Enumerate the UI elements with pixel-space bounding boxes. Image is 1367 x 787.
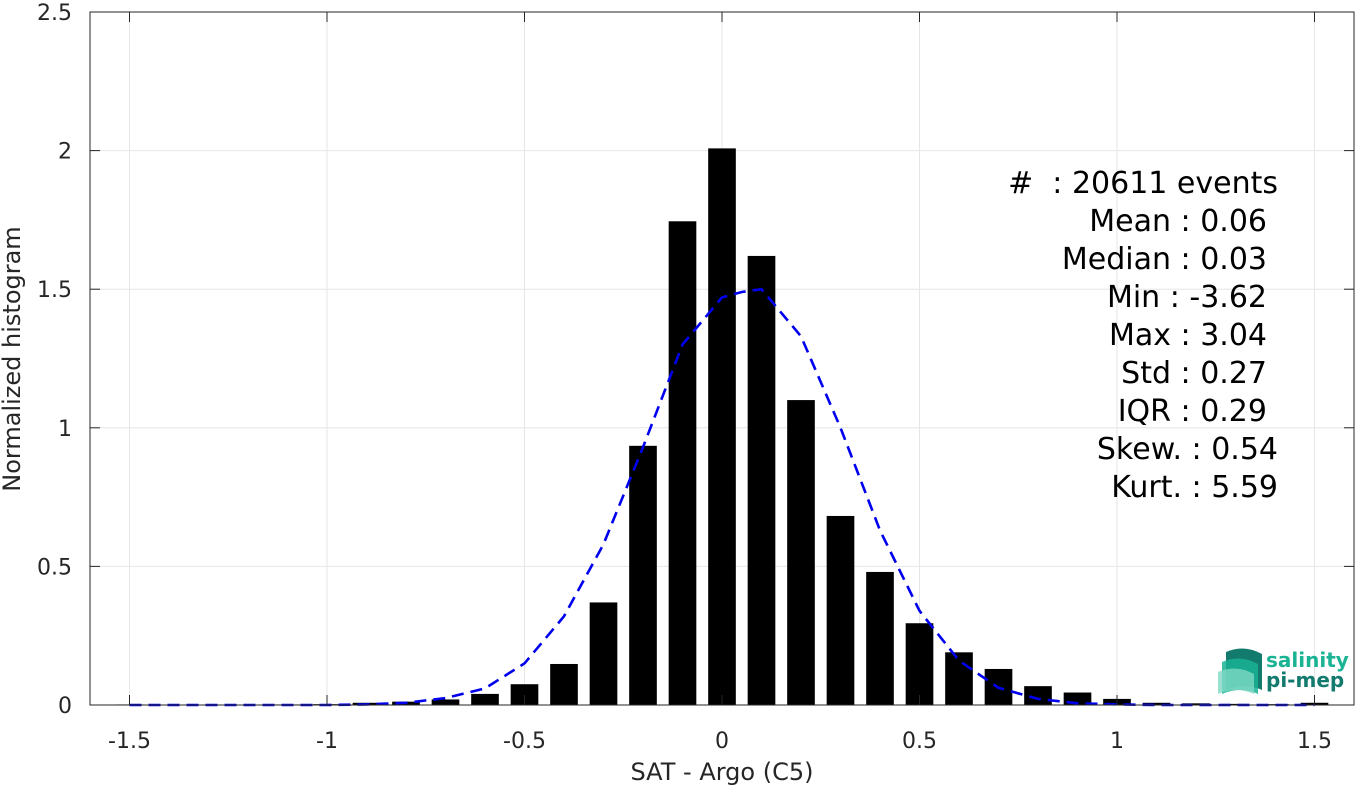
x-tick-label: -0.5 [503, 729, 546, 754]
stat-events: # : 20611 events [1008, 166, 1278, 201]
x-tick-label: 0 [715, 729, 729, 754]
histogram-bar [668, 221, 697, 705]
histogram-bar [1221, 703, 1250, 705]
histogram-bar [708, 148, 736, 706]
y-tick-label: 2 [58, 140, 72, 165]
stat-median: Median : 0.03 [1062, 242, 1267, 277]
stat-skew: Skew. : 0.54 [1097, 432, 1278, 467]
x-tick-label: 1 [1110, 729, 1124, 754]
logo-mark-icon [1218, 648, 1262, 694]
stat-kurt: Kurt. : 5.59 [1111, 470, 1278, 505]
logo-text-pi-mep: pi-mep [1266, 668, 1344, 692]
y-tick-label: 1.5 [37, 278, 72, 303]
histogram-bar [1142, 702, 1171, 705]
stat-max: Max : 3.04 [1109, 318, 1267, 353]
histogram-bar [589, 602, 618, 705]
histogram-bar [787, 400, 815, 705]
stat-iqr: IQR : 0.29 [1118, 394, 1267, 429]
histogram-bar [866, 571, 894, 705]
axis-ticks: -1.5 -1 -0.5 0 0.5 1 1.5 0 0.5 1 1.5 2 2.5 [37, 1, 1354, 754]
histogram-bar [1182, 703, 1210, 705]
x-axis-label: SAT - Argo (C5) [631, 758, 814, 786]
histogram-bar [431, 699, 460, 705]
fit-curve [129, 287, 1315, 707]
stats-box: # : 20611 events Mean : 0.06 Median : 0.… [1008, 166, 1278, 505]
y-tick-label: 0 [58, 694, 72, 719]
bars [115, 148, 1329, 706]
x-tick-label: 1.5 [1297, 729, 1332, 754]
stat-std: Std : 0.27 [1121, 356, 1267, 391]
stat-mean: Mean : 0.06 [1089, 204, 1267, 239]
x-tick-label: 0.5 [902, 729, 937, 754]
y-tick-label: 0.5 [37, 555, 72, 580]
histogram-bar [905, 623, 934, 705]
x-tick-label: -1.5 [108, 729, 151, 754]
y-axis-label: Normalized histogram [0, 226, 26, 491]
y-tick-label: 1 [58, 417, 72, 442]
histogram-bar [510, 684, 539, 705]
histogram-bar [629, 445, 657, 705]
histogram-bar [945, 652, 973, 705]
histogram-bar [471, 693, 499, 705]
histogram-bar [747, 255, 776, 705]
histogram-bar [1024, 686, 1052, 705]
logo-text-salinity: salinity [1266, 648, 1349, 672]
histogram-bar [826, 515, 855, 705]
y-tick-label: 2.5 [37, 1, 72, 26]
salinity-pi-mep-logo: salinity pi-mep [1218, 648, 1349, 694]
stat-min: Min : -3.62 [1107, 280, 1267, 315]
x-tick-label: -1 [316, 729, 338, 754]
histogram-bar [550, 663, 578, 705]
